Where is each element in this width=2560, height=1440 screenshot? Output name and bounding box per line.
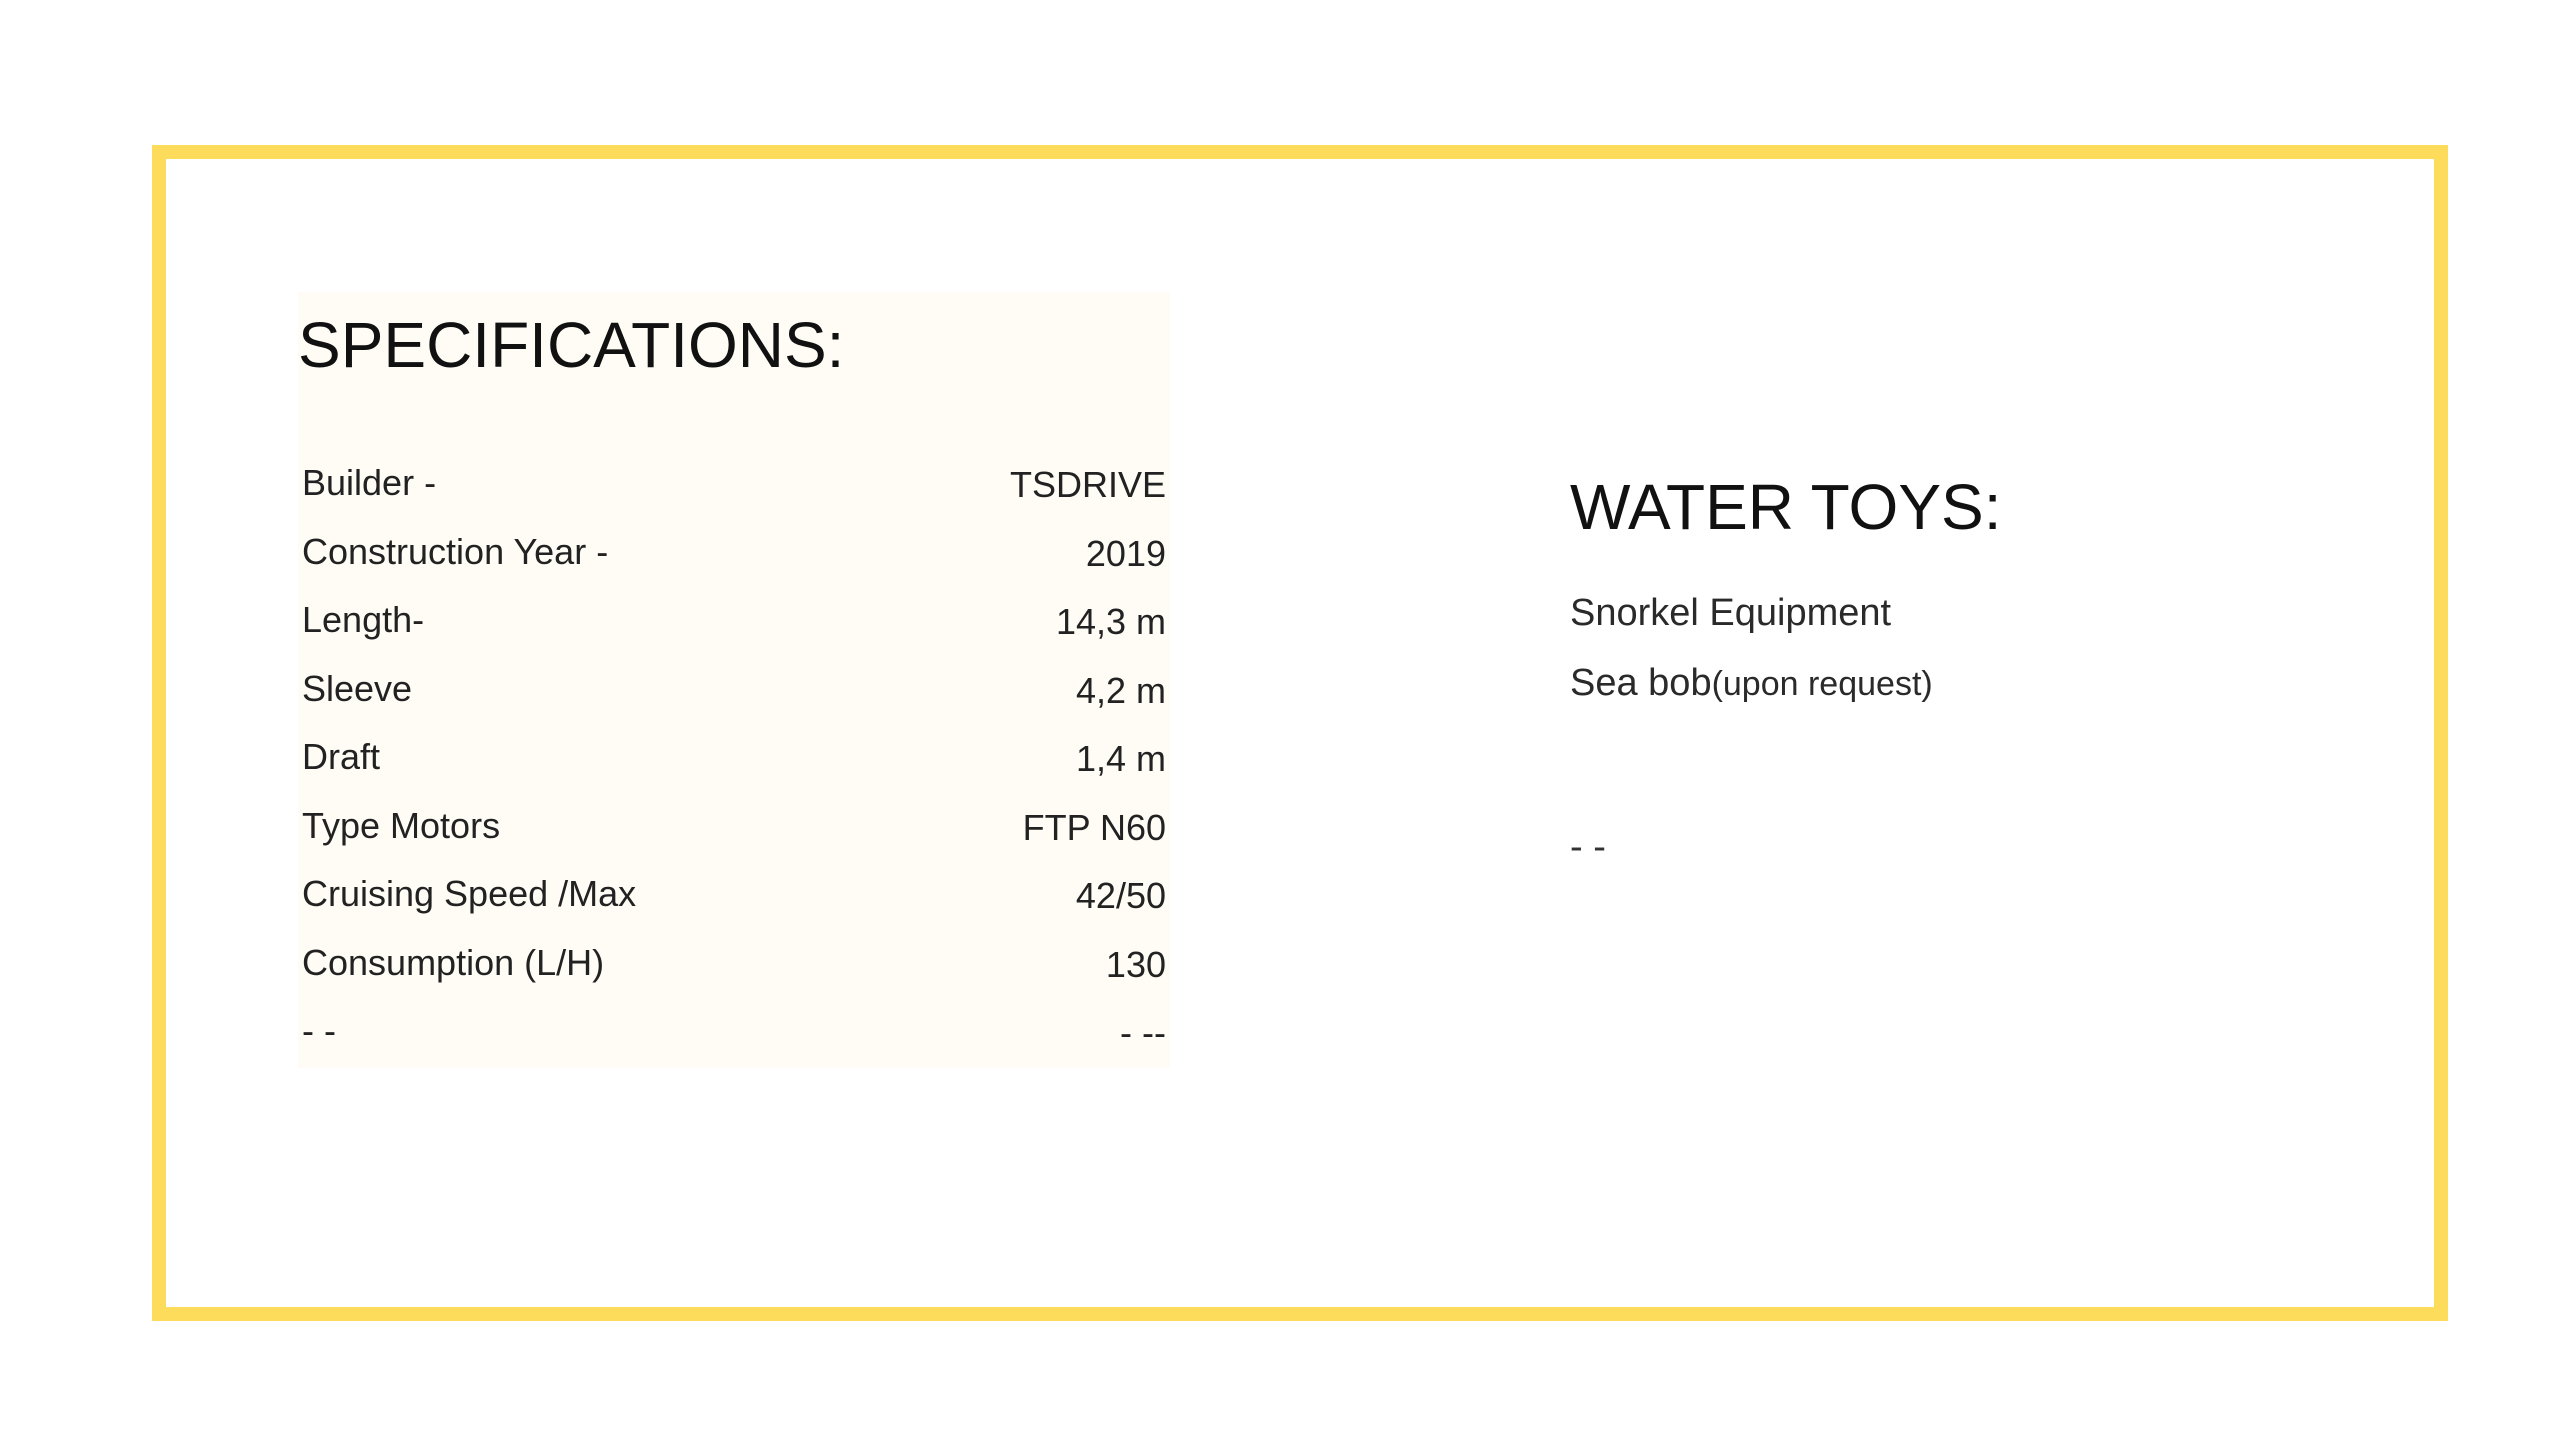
spec-label: Type Motors	[302, 804, 501, 846]
water-toy-note: (upon request)	[1711, 665, 1933, 703]
spec-row-consumption: Consumption (L/H) 130	[298, 942, 1170, 1011]
spec-value: 130	[1105, 943, 1166, 985]
water-toys-title: WATER TOYS:	[1570, 471, 2002, 543]
spec-row-length: Length- 14,3 m	[298, 599, 1170, 668]
spec-row-draft: Draft 1,4 m	[298, 736, 1170, 805]
spec-row-type-motors: Type Motors FTP N60	[298, 805, 1170, 874]
spec-label: - -	[302, 1010, 336, 1051]
water-toy-item: Snorkel Equipment	[1570, 592, 2270, 662]
spec-value: FTP N60	[1022, 806, 1166, 848]
spec-row-construction-year: Construction Year - 2019	[298, 531, 1170, 600]
water-toys-trailing-dash: - -	[1570, 826, 1606, 868]
spec-row-sleeve: Sleeve 4,2 m	[298, 668, 1170, 737]
spec-value: - --	[1120, 1012, 1166, 1053]
spec-label: Builder -	[302, 462, 437, 503]
water-toys-list: Snorkel Equipment Sea bob(upon request)	[1570, 592, 2270, 732]
spec-label: Consumption (L/H)	[302, 941, 605, 983]
water-toy-text: Sea bob	[1570, 662, 1712, 704]
spec-value: 2019	[1085, 532, 1166, 574]
water-toy-item: Sea bob(upon request)	[1570, 662, 2270, 732]
specifications-panel: SPECIFICATIONS: Builder - TSDRIVE Constr…	[298, 292, 1170, 1068]
spec-row-placeholder: - - - --	[298, 1010, 1170, 1079]
specifications-table: Builder - TSDRIVE Construction Year - 20…	[298, 462, 1170, 1079]
spec-label: Construction Year -	[302, 530, 609, 572]
spec-value: 42/50	[1075, 875, 1166, 916]
spec-value: 14,3 m	[1055, 601, 1166, 642]
spec-row-builder: Builder - TSDRIVE	[298, 462, 1170, 531]
spec-label: Cruising Speed /Max	[302, 873, 637, 914]
spec-label: Draft	[302, 736, 381, 777]
specifications-title: SPECIFICATIONS:	[298, 309, 845, 381]
water-toy-text: Snorkel Equipment	[1570, 592, 1892, 634]
water-toys-section: WATER TOYS: Snorkel Equipment Sea bob(up…	[1570, 470, 2270, 869]
spec-label: Length-	[302, 599, 425, 640]
spec-value: TSDRIVE	[1009, 464, 1166, 505]
spec-label: Sleeve	[302, 667, 413, 709]
spec-value: 1,4 m	[1075, 738, 1166, 779]
spec-value: 4,2 m	[1075, 669, 1166, 711]
spec-row-cruising-speed: Cruising Speed /Max 42/50	[298, 873, 1170, 942]
